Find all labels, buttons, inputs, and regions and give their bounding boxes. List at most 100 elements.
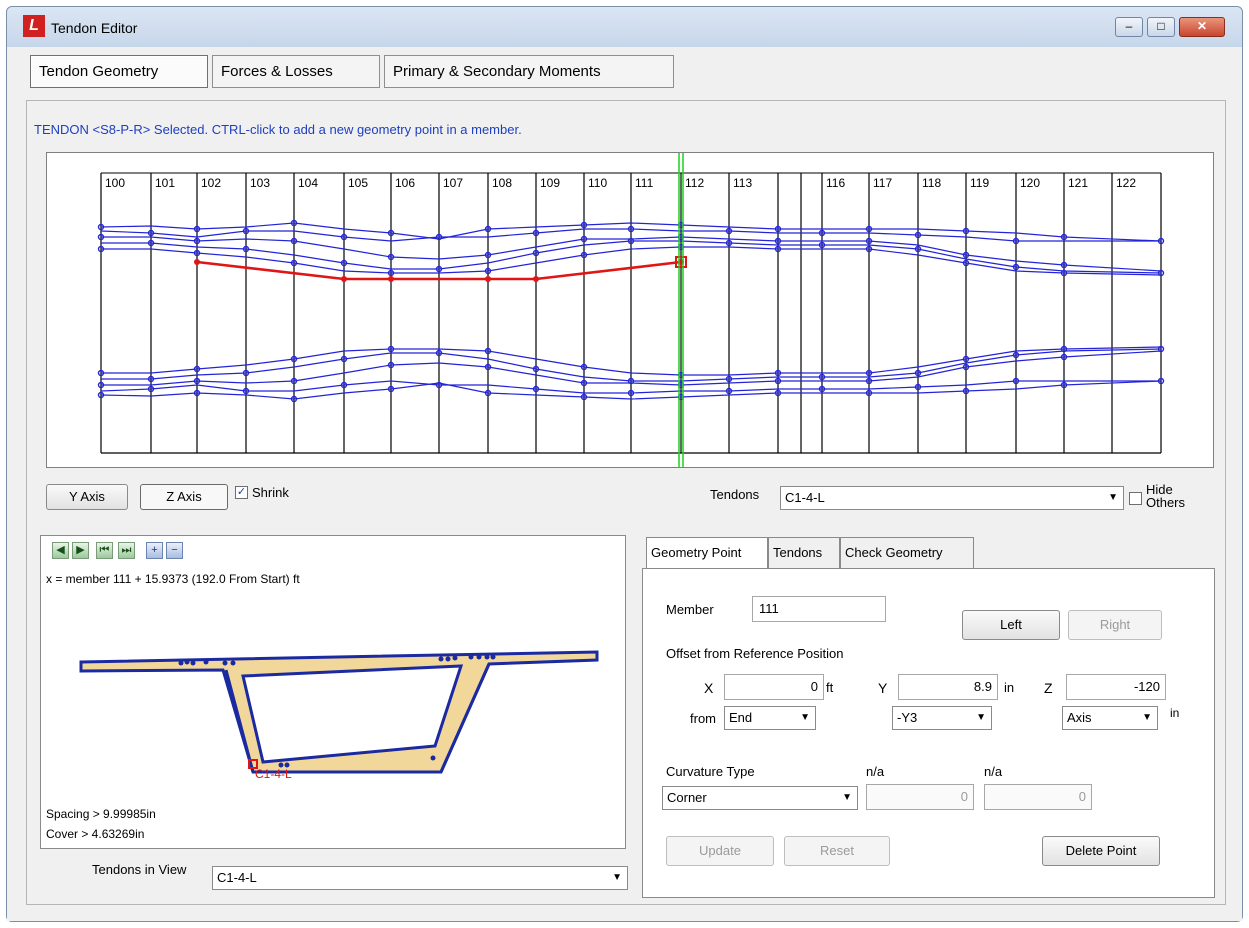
chevron-down-icon: ▼	[976, 712, 986, 723]
member-label: 109	[540, 176, 560, 190]
na2-input[interactable]: 0	[984, 784, 1092, 810]
tendon-point	[1060, 269, 1068, 277]
from-select[interactable]: End ▼	[724, 706, 816, 730]
tendon-point	[484, 225, 492, 233]
update-button[interactable]: Update	[666, 836, 774, 866]
na2-label: n/a	[984, 764, 1003, 779]
tab-tendons[interactable]: Tendons	[768, 537, 840, 568]
member-input[interactable]: 111	[752, 596, 886, 622]
from-select-value: End	[729, 710, 753, 725]
member-label: 106	[395, 176, 415, 190]
member-label: 111	[635, 176, 654, 190]
tendon-point	[962, 355, 970, 363]
tendon-point	[580, 251, 588, 259]
tendon-point	[962, 387, 970, 395]
tendon-point	[627, 389, 635, 397]
tendon-point	[1060, 345, 1068, 353]
maximize-button[interactable]: □	[1147, 17, 1175, 37]
selected-tendon-marker[interactable]	[248, 759, 258, 769]
z-reference-select[interactable]: Axis ▼	[1062, 706, 1158, 730]
tendon-point	[1060, 261, 1068, 269]
member-label: 110	[588, 176, 607, 190]
curvature-type-select[interactable]: Corner ▼	[662, 786, 858, 810]
y-reference-select[interactable]: -Y3 ▼	[892, 706, 992, 730]
arrow-left-icon[interactable]: ◀	[52, 542, 69, 559]
selected-tendon-point	[485, 276, 491, 282]
tab-forces-losses[interactable]: Forces & Losses	[212, 55, 380, 88]
arrow-right-icon[interactable]: ▶	[72, 542, 89, 559]
elevation-svg[interactable]: 100 101 102 103 104 105 106 107 108 109 110 111 112 1…	[47, 153, 1213, 467]
left-button[interactable]: Left	[962, 610, 1060, 640]
tendon-point	[387, 269, 395, 277]
tendon-point	[580, 363, 588, 371]
tendon-point	[865, 245, 873, 253]
tendon-point	[865, 389, 873, 397]
member-label: 118	[922, 176, 941, 190]
tendon-point	[865, 225, 873, 233]
tendons-select-value: C1-4-L	[785, 490, 825, 505]
zoom-in-icon[interactable]: +	[146, 542, 163, 559]
tendon-elevation-view[interactable]: 100 101 102 103 104 105 106 107 108 109 110 111 112 1…	[46, 152, 1214, 468]
tendons-select[interactable]: C1-4-L ▼	[780, 486, 1124, 510]
from-label: from	[690, 711, 716, 726]
tendon-point	[627, 225, 635, 233]
tendon-point	[962, 259, 970, 267]
x-offset-input[interactable]: 0	[724, 674, 824, 700]
tendon-point	[865, 377, 873, 385]
tendon-point	[914, 231, 922, 239]
tab-check-geometry[interactable]: Check Geometry	[840, 537, 974, 568]
tendon-point	[387, 361, 395, 369]
z-unit: in	[1170, 706, 1180, 720]
tendon-profile-top	[101, 246, 1162, 276]
shrink-checkbox[interactable]: ✓	[235, 486, 248, 499]
box-girder-cell	[241, 664, 464, 764]
z-axis-button[interactable]: Z Axis	[140, 484, 228, 510]
reset-button[interactable]: Reset	[784, 836, 890, 866]
y-offset-input[interactable]: 8.9	[898, 674, 998, 700]
arrow-first-icon[interactable]: ⏮	[96, 542, 113, 559]
tendon-point	[97, 245, 105, 253]
tendons-in-view-value: C1-4-L	[217, 870, 257, 885]
section-tendon-label: C1-4-L	[255, 767, 292, 781]
tendon-point	[193, 365, 201, 373]
tendon-point	[532, 229, 540, 237]
tendon-profile-bottom	[100, 380, 1161, 394]
tendon-point	[865, 369, 873, 377]
tendon-point	[1060, 381, 1068, 389]
na1-label: n/a	[866, 764, 885, 779]
tendon-point	[387, 385, 395, 393]
na1-input[interactable]: 0	[866, 784, 974, 810]
right-button[interactable]: Right	[1068, 610, 1162, 640]
tendon-point	[290, 355, 298, 363]
cross-section-svg[interactable]: C1-4-L	[41, 536, 625, 848]
arrow-last-icon[interactable]: ⏭	[118, 542, 135, 559]
tendon-profile-bottom	[101, 346, 1162, 376]
member-label: 105	[348, 176, 368, 190]
hide-others-checkbox[interactable]	[1129, 492, 1142, 505]
selected-tendon-point	[194, 259, 200, 265]
tab-geometry-point[interactable]: Geometry Point	[646, 537, 768, 569]
tendon-point	[435, 381, 443, 389]
tendon-point	[97, 223, 105, 231]
tab-primary-secondary-moments[interactable]: Primary & Secondary Moments	[384, 55, 674, 88]
cover-text: Cover > 4.63269in	[46, 827, 145, 841]
tendon-point	[1157, 269, 1165, 277]
y-axis-button[interactable]: Y Axis	[46, 484, 128, 510]
tendon-profile-top	[101, 236, 1162, 272]
delete-point-button[interactable]: Delete Point	[1042, 836, 1160, 866]
tendon-point	[1060, 353, 1068, 361]
z-offset-input[interactable]: -120	[1066, 674, 1166, 700]
tab-tendon-geometry[interactable]: Tendon Geometry	[30, 55, 208, 88]
zoom-out-icon[interactable]: −	[166, 542, 183, 559]
tendon-point	[818, 241, 826, 249]
web-left	[224, 669, 255, 773]
tendon-point	[97, 369, 105, 377]
tendon-point	[290, 237, 298, 245]
minimize-button[interactable]: –	[1115, 17, 1143, 37]
member-label: 102	[201, 176, 221, 190]
selected-tendon-point	[341, 276, 347, 282]
tendon-point	[193, 389, 201, 397]
tendons-in-view-select[interactable]: C1-4-L ▼	[212, 866, 628, 890]
close-button[interactable]: ✕	[1179, 17, 1225, 37]
x-unit: ft	[826, 680, 834, 695]
